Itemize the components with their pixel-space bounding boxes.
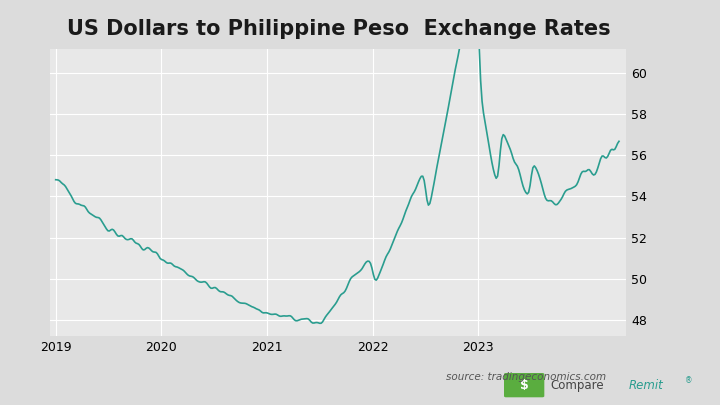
Text: Compare: Compare — [550, 379, 604, 392]
Text: $: $ — [520, 379, 528, 392]
Title: US Dollars to Philippine Peso  Exchange Rates: US Dollars to Philippine Peso Exchange R… — [66, 19, 611, 39]
FancyBboxPatch shape — [504, 373, 544, 397]
Text: source: tradingeconomics.com: source: tradingeconomics.com — [446, 372, 606, 382]
Text: Remit: Remit — [629, 379, 664, 392]
Text: ®: ® — [685, 376, 693, 385]
